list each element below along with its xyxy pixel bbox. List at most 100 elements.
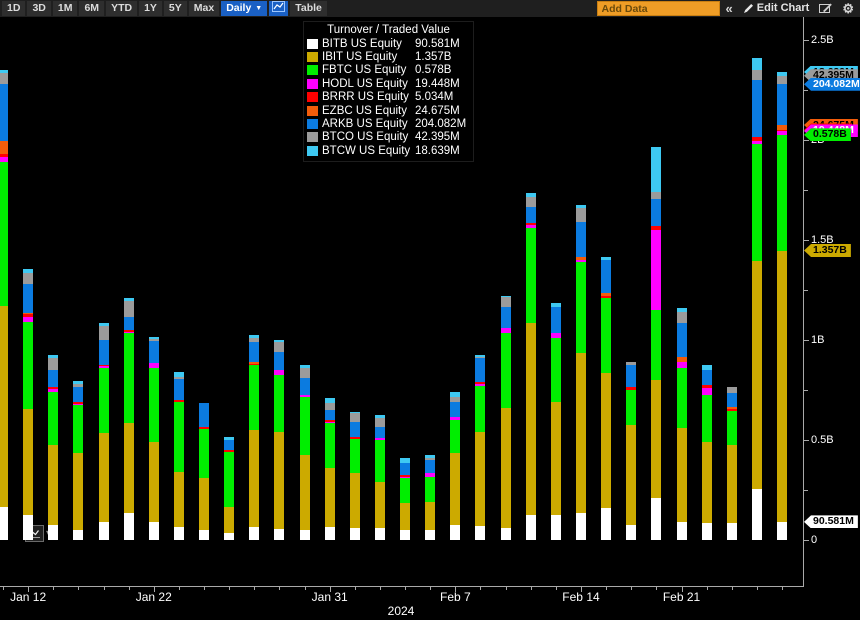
stacked-bar [727, 387, 737, 540]
x-axis-tick-label: Feb 7 [440, 590, 471, 604]
period-dropdown[interactable]: Daily ▼ [221, 1, 267, 16]
x-axis-minor-tick [204, 587, 205, 590]
bar-segment-arkb [677, 323, 687, 357]
x-axis-minor-tick [129, 587, 130, 590]
x-axis-minor-tick [631, 587, 632, 590]
bar-segment-bitb [0, 507, 8, 540]
bar-segment-bitb [149, 522, 159, 540]
y-axis-major-tick [804, 240, 809, 241]
legend-ticker: BTCW US Equity [322, 145, 415, 157]
bar-segment-bitb [526, 515, 536, 540]
legend-row[interactable]: IBIT US Equity1.357B [307, 50, 470, 63]
stacked-bar [551, 303, 561, 540]
legend-row[interactable]: BITB US Equity90.581M [307, 37, 470, 50]
range-button-5y[interactable]: 5Y [164, 1, 187, 16]
collapse-panel-button[interactable]: « [722, 0, 737, 17]
bar-segment-arkb [300, 378, 310, 395]
bar-segment-arkb [777, 84, 787, 125]
bar-segment-bitb [501, 528, 511, 540]
legend-row[interactable]: EZBC US Equity24.675M [307, 104, 470, 117]
period-label: Daily [226, 1, 251, 16]
edit-chart-button[interactable]: Edit Chart [739, 0, 814, 17]
x-axis-minor-tick [305, 587, 306, 590]
bar-segment-fbtc [375, 440, 385, 482]
stacked-bar [651, 147, 661, 540]
y-axis-major-tick [804, 540, 809, 541]
range-button-1m[interactable]: 1M [53, 1, 78, 16]
annotate-button[interactable] [815, 3, 836, 14]
legend-title: Turnover / Traded Value [307, 23, 470, 37]
x-axis-area: 2024 Jan 12Jan 22Jan 31Feb 7Feb 14Feb 21 [0, 587, 803, 620]
bar-segment-ibit [274, 432, 284, 529]
bar-segment-ibit [752, 261, 762, 489]
axis-value-badge-ibit: 1.357B [804, 244, 851, 257]
x-axis-minor-tick [78, 587, 79, 590]
bar-segment-bitb [224, 533, 234, 540]
bar-segment-btco [99, 326, 109, 340]
stacked-bar [677, 308, 687, 540]
stacked-bar [501, 296, 511, 540]
bar-segment-btco [300, 368, 310, 378]
bar-segment-ibit [651, 380, 661, 498]
bar-segment-btco [526, 197, 536, 207]
bar-segment-arkb [551, 307, 561, 333]
bar-segment-bitb [300, 530, 310, 540]
legend-ticker: EZBC US Equity [322, 105, 415, 117]
legend-row[interactable]: BTCO US Equity42.395M [307, 131, 470, 144]
bar-segment-fbtc [224, 452, 234, 507]
legend-swatch [307, 146, 318, 156]
y-axis-major-tick [804, 340, 809, 341]
legend-row[interactable]: BTCW US Equity18.639M [307, 144, 470, 157]
chart-type-button[interactable] [269, 1, 288, 16]
axis-value-badge-fbtc: 0.578B [804, 128, 851, 141]
bar-segment-ibit [249, 430, 259, 527]
bar-segment-arkb [752, 80, 762, 137]
bar-segment-bitb [124, 513, 134, 540]
legend-value: 204.082M [415, 118, 470, 130]
legend-row[interactable]: BRRR US Equity5.034M [307, 91, 470, 104]
bar-segment-fbtc [475, 386, 485, 432]
bar-segment-bitb [400, 530, 410, 540]
bar-segment-bitb [475, 526, 485, 540]
bar-segment-fbtc [174, 402, 184, 472]
y-axis-area: 00.5B1B1.5B2B2.5B90.581M1.357B0.578B19.4… [804, 17, 860, 620]
bar-segment-ibit [48, 445, 58, 525]
legend-row[interactable]: FBTC US Equity0.578B [307, 64, 470, 77]
legend-row[interactable]: ARKB US Equity204.082M [307, 117, 470, 130]
range-button-max[interactable]: Max [189, 1, 219, 16]
bar-segment-fbtc [677, 368, 687, 428]
range-button-ytd[interactable]: YTD [106, 1, 137, 16]
x-axis-minor-tick [179, 587, 180, 590]
bar-segment-ibit [551, 402, 561, 515]
bar-segment-bitb [702, 523, 712, 540]
range-button-6m[interactable]: 6M [79, 1, 104, 16]
bar-segment-btco [325, 403, 335, 410]
legend-row[interactable]: HODL US Equity19.448M [307, 77, 470, 90]
y-axis-tick-label: 2.5B [811, 33, 834, 47]
bar-segment-bitb [274, 529, 284, 540]
bar-segment-arkb [526, 207, 536, 223]
bar-segment-btco [124, 301, 134, 317]
bar-segment-btco [677, 312, 687, 323]
bar-segment-bitb [576, 513, 586, 540]
bar-segment-fbtc [23, 322, 33, 409]
add-data-input[interactable] [597, 1, 720, 16]
settings-button[interactable]: ⚙ [838, 0, 860, 17]
range-button-1y[interactable]: 1Y [139, 1, 162, 16]
table-button[interactable]: Table [290, 1, 327, 16]
bar-segment-fbtc [450, 420, 460, 453]
bar-segment-fbtc [274, 375, 284, 432]
bar-segment-fbtc [425, 477, 435, 502]
legend-value: 42.395M [415, 131, 470, 143]
bar-segment-ibit [23, 409, 33, 515]
bar-segment-ibit [727, 445, 737, 523]
stacked-bar [224, 437, 234, 540]
chevron-down-icon: ▼ [255, 1, 262, 16]
pencil-icon [743, 3, 754, 14]
bar-segment-ibit [124, 423, 134, 513]
stacked-bar [0, 70, 8, 540]
range-button-1d[interactable]: 1D [2, 1, 25, 16]
stacked-bar [576, 205, 586, 540]
range-button-3d[interactable]: 3D [27, 1, 50, 16]
bar-segment-fbtc [48, 392, 58, 445]
